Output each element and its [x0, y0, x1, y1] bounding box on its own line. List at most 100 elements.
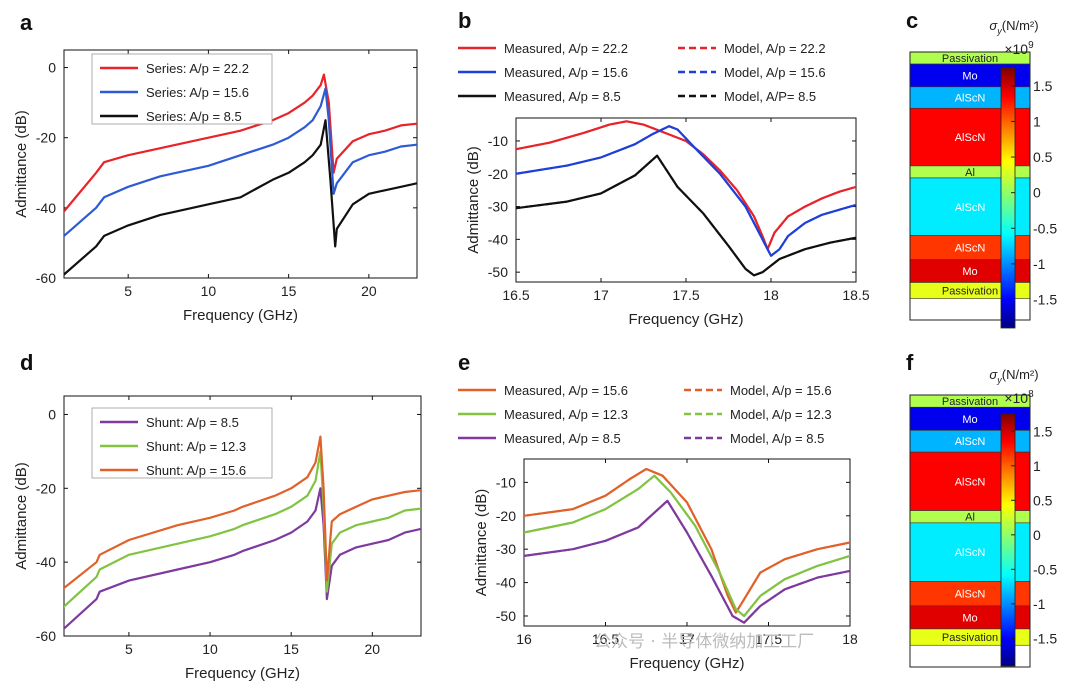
- legend-label: Model, A/P= 8.5: [724, 89, 816, 104]
- legend-box: [91, 53, 273, 125]
- legend-label: Shunt: A/p = 15.6: [146, 463, 246, 478]
- plot-area: [516, 120, 856, 277]
- panel-label: c: [906, 8, 918, 33]
- layer-label: AlScN: [955, 589, 986, 601]
- colorbar-tick-label: -0.5: [1033, 561, 1057, 577]
- legend-label: Measured, A/p = 15.6: [504, 65, 628, 80]
- x-axis-label: Frequency (GHz): [185, 665, 300, 682]
- y-tick-label: -40: [488, 231, 508, 247]
- x-tick-label: 17: [679, 631, 695, 647]
- x-tick-label: 18: [842, 631, 858, 647]
- series-line-3: [64, 435, 421, 590]
- layer-label: Al: [965, 167, 975, 179]
- colorbar-tick-label: -1.5: [1033, 292, 1057, 308]
- layer-label: AlScN: [955, 436, 986, 448]
- y-tick-label: -40: [36, 554, 56, 570]
- layer-label: Mo: [962, 266, 977, 278]
- legend-label: Shunt: A/p = 12.3: [146, 439, 246, 454]
- layer-label: AlScN: [955, 132, 986, 144]
- x-tick-label: 16.5: [502, 287, 529, 303]
- axes-frame: [63, 395, 422, 637]
- series-line-1: [524, 467, 850, 614]
- series-line-3: [516, 125, 856, 257]
- legend-label: Series: A/p = 15.6: [146, 85, 249, 100]
- layer-label: AlScN: [955, 476, 986, 488]
- colorbar-tick-label: -1.5: [1033, 630, 1057, 646]
- legend: Measured, A/p = 15.6 Model, A/p = 15.6 Mea…: [458, 383, 832, 446]
- series-line-2: [64, 450, 421, 608]
- layer-label: AlScN: [955, 93, 986, 105]
- panel-label: b: [458, 8, 471, 33]
- legend-label: Measured, A/p = 8.5: [504, 89, 621, 104]
- legend-label: Model, A/p = 15.6: [730, 383, 832, 398]
- series-line-1: [64, 73, 417, 213]
- series-line-6: [524, 499, 850, 624]
- y-tick-label: -60: [36, 628, 56, 644]
- panel-d: d 5 10 15 20 0 -20 -40 -60 Frequency (GHz) Admitta…: [13, 350, 422, 682]
- series-line-4: [516, 125, 856, 257]
- panel-label: a: [20, 10, 33, 35]
- colorbar: [1000, 67, 1016, 329]
- y-tick-label: -30: [496, 541, 516, 557]
- layer-label: AlScN: [955, 202, 986, 214]
- layer-label: Mo: [962, 414, 977, 426]
- series-line-1: [64, 487, 421, 630]
- layer-label: Passivation: [942, 396, 998, 408]
- panel-a: a 5 10 15 20 0 -20 -40 -60 Frequency (GHz) Admitta…: [13, 10, 418, 324]
- panel-b: b 16.5 17 17.5 18 18.5 -10 -20 -30 -40 -50 Frequenc…: [458, 8, 870, 328]
- colorbar-tick-label: 0: [1033, 527, 1041, 543]
- colorbar-title: σy(N/m²): [989, 18, 1038, 36]
- x-tick-label: 16.5: [592, 631, 619, 647]
- legend-label: Model, A/p = 12.3: [730, 407, 832, 422]
- x-tick-label: 17.5: [755, 631, 782, 647]
- colorbar-exponent: ×109: [1004, 40, 1034, 57]
- series-line-5: [524, 499, 850, 624]
- watermark: 公众号 · 半导体微纳加工工厂: [594, 632, 814, 652]
- x-tick-label: 20: [365, 641, 381, 657]
- y-axis-label: Admittance (dB): [465, 146, 482, 254]
- colorbar-tick-label: -1: [1033, 596, 1046, 612]
- colorbar-tick-label: 1: [1033, 113, 1041, 129]
- series-line-2: [524, 468, 850, 614]
- legend-label: Shunt: A/p = 8.5: [146, 415, 239, 430]
- colorbar-tick-label: 0: [1033, 185, 1041, 201]
- legend-label: Model, A/p = 15.6: [724, 65, 826, 80]
- y-tick-label: -10: [496, 474, 516, 490]
- colorbar-exponent: ×108: [1004, 389, 1034, 406]
- layer-label: Passivation: [942, 53, 998, 65]
- panel-label: f: [906, 350, 914, 375]
- x-tick-label: 10: [202, 641, 218, 657]
- y-axis-label: Admittance (dB): [473, 489, 490, 597]
- y-tick-label: -10: [488, 133, 508, 149]
- plot-area: [64, 73, 417, 276]
- legend-label: Measured, A/p = 22.2: [504, 41, 628, 56]
- colorbar-title: σy(N/m²): [989, 367, 1038, 385]
- y-tick-label: -30: [488, 199, 508, 215]
- x-tick-label: 18.5: [842, 287, 869, 303]
- legend-box: [91, 407, 273, 479]
- legend-label: Measured, A/p = 15.6: [504, 383, 628, 398]
- y-tick-label: 0: [48, 60, 56, 76]
- layer-label: AlScN: [955, 547, 986, 559]
- legend-label: Series: A/p = 22.2: [146, 61, 249, 76]
- x-tick-label: 5: [124, 283, 132, 299]
- series-line-4: [524, 474, 850, 617]
- y-tick-label: -40: [496, 575, 516, 591]
- panel-label: e: [458, 350, 470, 375]
- legend: Measured, A/p = 22.2 Model, A/p = 22.2 Mea…: [458, 41, 826, 104]
- y-tick-label: -20: [36, 130, 56, 146]
- legend-label: Measured, A/p = 8.5: [504, 431, 621, 446]
- x-tick-label: 15: [283, 641, 299, 657]
- y-axis-label: Admittance (dB): [13, 462, 30, 570]
- layer-label: Mo: [962, 612, 977, 624]
- y-tick-label: -20: [36, 480, 56, 496]
- y-tick-label: 0: [48, 406, 56, 422]
- layer-label: Mo: [962, 70, 977, 82]
- x-tick-label: 17.5: [672, 287, 699, 303]
- stack-frame: [909, 51, 1031, 321]
- x-axis-label: Frequency (GHz): [629, 655, 744, 672]
- y-axis-label: Admittance (dB): [13, 110, 30, 218]
- colorbar-tick-label: 0.5: [1033, 149, 1053, 165]
- colorbar-tick-label: -0.5: [1033, 220, 1057, 236]
